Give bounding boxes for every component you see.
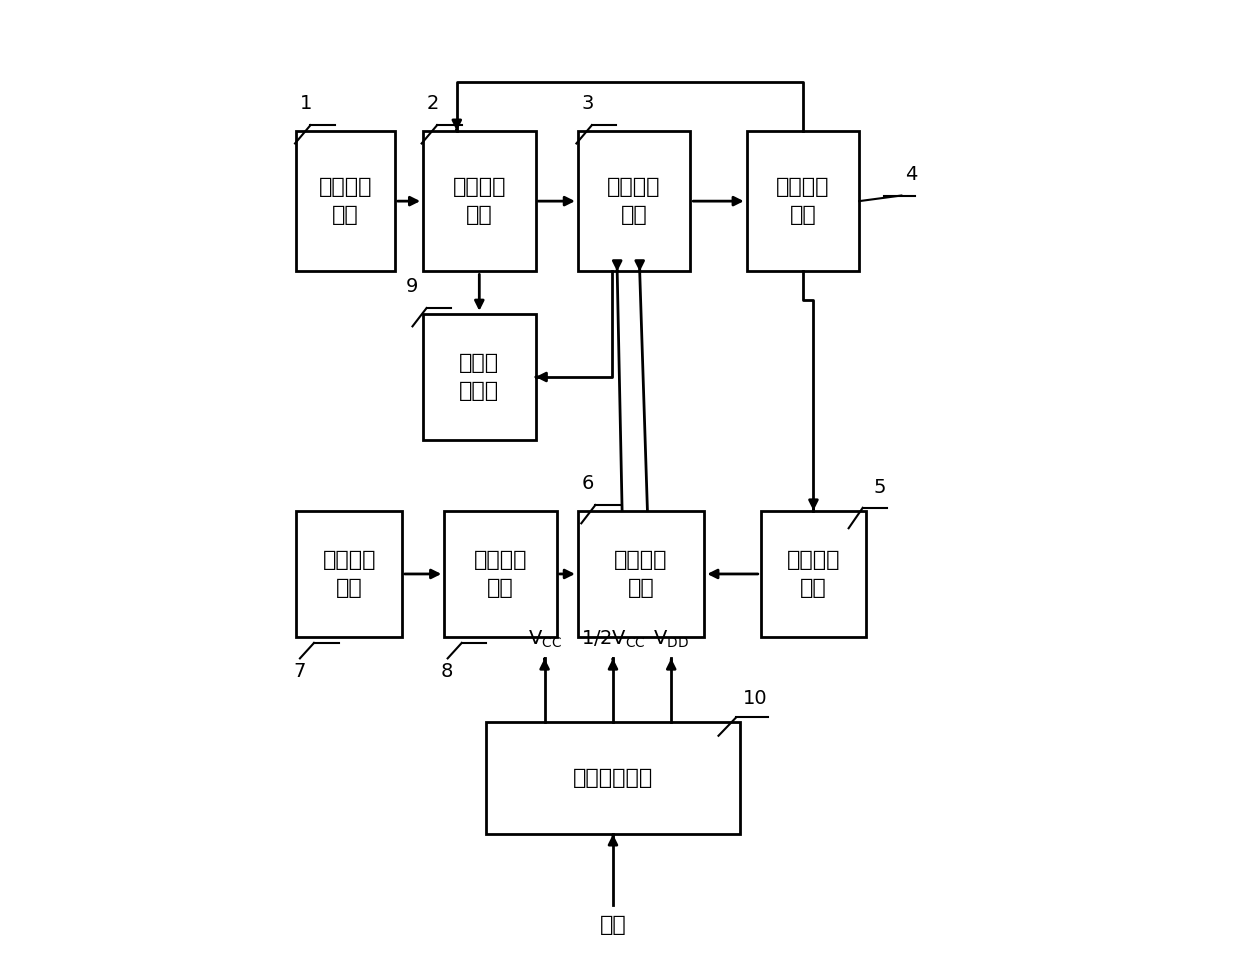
- FancyBboxPatch shape: [486, 721, 739, 834]
- Text: 显示驱
动模块: 显示驱 动模块: [459, 353, 500, 401]
- Text: 超温判断
模块: 超温判断 模块: [322, 550, 376, 598]
- Text: 负载判断
模块: 负载判断 模块: [776, 177, 830, 225]
- Text: 电流设置
模块: 电流设置 模块: [319, 177, 372, 225]
- Text: $\mathrm{1/2V_{CC}}$: $\mathrm{1/2V_{CC}}$: [580, 628, 645, 650]
- FancyBboxPatch shape: [444, 511, 557, 637]
- Text: 2: 2: [427, 94, 439, 113]
- Text: 5: 5: [873, 478, 885, 496]
- Text: $\mathrm{V_{DD}}$: $\mathrm{V_{DD}}$: [653, 628, 689, 650]
- Text: 电压跟踪
模块: 电压跟踪 模块: [614, 550, 668, 598]
- Text: 市电: 市电: [600, 915, 626, 935]
- FancyBboxPatch shape: [578, 131, 691, 271]
- Text: 4: 4: [905, 165, 918, 184]
- FancyBboxPatch shape: [423, 313, 536, 441]
- Text: 1: 1: [300, 94, 312, 113]
- Text: 断电保护
模块: 断电保护 模块: [474, 550, 527, 598]
- Text: 7: 7: [293, 662, 305, 681]
- FancyBboxPatch shape: [296, 511, 402, 637]
- Text: 3: 3: [582, 94, 594, 113]
- Text: 8: 8: [440, 662, 453, 681]
- FancyBboxPatch shape: [746, 131, 859, 271]
- Text: $\mathrm{V_{CC}}$: $\mathrm{V_{CC}}$: [528, 628, 562, 650]
- Text: 延时补偿
模块: 延时补偿 模块: [786, 550, 841, 598]
- Text: 限幅设置
模块: 限幅设置 模块: [453, 177, 506, 225]
- FancyBboxPatch shape: [423, 131, 536, 271]
- Text: 10: 10: [743, 689, 768, 708]
- Text: 9: 9: [405, 277, 418, 296]
- FancyBboxPatch shape: [296, 131, 394, 271]
- Text: 6: 6: [582, 474, 594, 493]
- Text: 功率输出
模块: 功率输出 模块: [608, 177, 661, 225]
- FancyBboxPatch shape: [578, 511, 704, 637]
- FancyBboxPatch shape: [760, 511, 867, 637]
- Text: 电源管理模块: 电源管理模块: [573, 768, 653, 788]
